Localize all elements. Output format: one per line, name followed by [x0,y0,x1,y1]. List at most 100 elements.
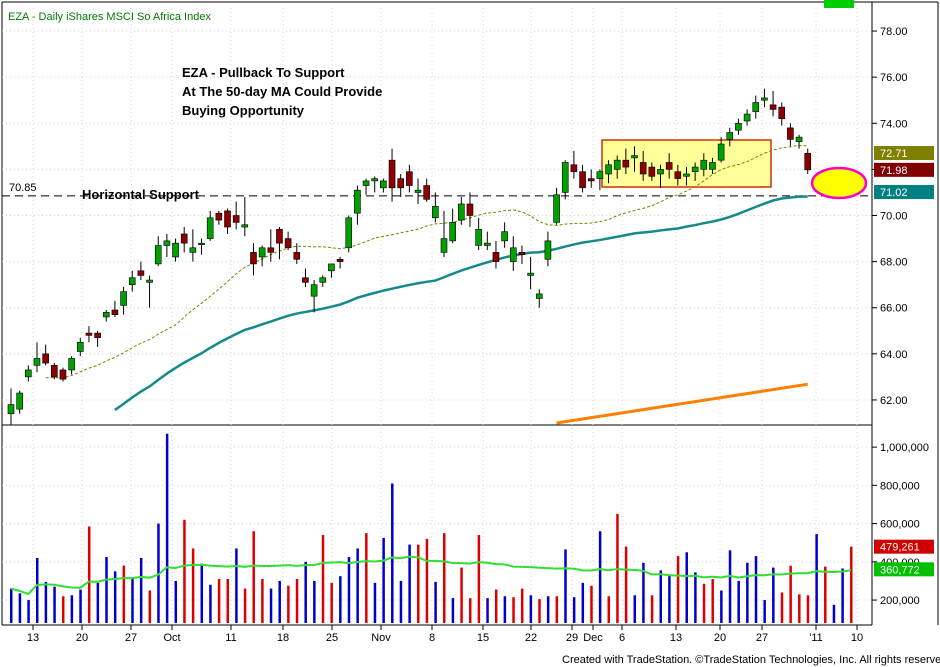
volume-bar [53,586,56,623]
candle [683,167,690,186]
candle [16,390,23,414]
candle [726,127,734,147]
volume-moving-average [10,555,852,596]
volume-bar [642,562,645,623]
volume-bar [512,597,515,623]
volume-bar [633,595,637,623]
volume-bar [148,590,152,623]
volume-bar [468,598,472,623]
volume-bar [191,548,195,623]
volume-bar [841,568,844,623]
annotation-line-3: Buying Opportunity [182,103,305,118]
candle [648,162,656,181]
candle [215,210,223,225]
volume-grid [2,446,872,601]
volume-bar [339,576,342,623]
candle [276,227,283,260]
candle [189,229,197,262]
volume-tick-label: 800,000 [880,480,920,492]
candle [717,137,725,163]
volume-bar [546,596,550,623]
volume-bar [243,588,247,623]
candle [570,150,578,179]
volume-bar [269,588,273,623]
candle [345,215,353,253]
volume-bar [321,535,325,623]
candle [146,275,153,308]
volume-bar [391,483,394,623]
candle [804,148,812,174]
candle [579,164,586,193]
candle [631,146,638,172]
price-badge: 71.98 [874,162,934,177]
volume-bar [694,572,697,623]
volume-bar [460,567,463,623]
volume-tick-label: 600,000 [880,519,920,531]
candle [163,233,171,257]
candle [518,245,526,264]
svg-text:71.98: 71.98 [880,165,908,177]
candle [232,201,240,230]
volume-bar [105,557,108,623]
volume-bar [18,593,22,623]
candle [432,192,439,223]
price-badges: 72.71 71.98 71.02 [874,146,934,199]
highlight-ellipse [810,166,868,200]
volume-bar [70,595,74,623]
footer-copyright: Created with TradeStation. ©TradeStation… [562,654,940,666]
candle [700,153,708,177]
volume-bar [772,567,775,623]
volume-bar [44,581,48,623]
volume-bar [79,589,82,623]
candle [50,363,58,380]
candle [622,148,630,174]
volume-bar [96,582,100,623]
candle [795,134,803,149]
candle [509,236,517,271]
candle [371,176,379,193]
candle [172,238,179,262]
volume-bar [659,570,662,623]
candle [241,197,249,237]
volume-bar [815,534,818,623]
volume-bar [598,531,602,623]
candle [137,261,145,281]
price-grid [2,30,872,401]
volume-bar [832,604,836,623]
volume-bar [668,575,671,623]
candle [596,169,604,191]
volume-bar [711,579,714,623]
candle [267,229,275,262]
price-tick-label: 70.00 [880,211,908,223]
candle [466,192,474,228]
candle [68,356,75,375]
volume-bar [564,549,567,623]
volume-bar [113,571,117,623]
date-tick-label: 20 [714,632,726,644]
candlesticks [7,88,812,426]
candle [284,231,292,251]
volume-bar [252,531,255,623]
volume-tick-label: 1,000,000 [880,442,929,454]
volume-bar [139,558,143,623]
candle [198,238,205,255]
date-tick-label: Oct [163,632,180,644]
candle [336,257,344,269]
volume-bar [572,597,576,623]
candle [735,118,742,135]
support-label: Horizontal Support [82,187,200,202]
volume-bar [754,556,758,623]
candle [423,178,430,202]
candle [761,88,768,108]
candle [354,185,361,225]
annotation-line-2: At The 50-day MA Could Provide [182,84,382,99]
candle [258,245,266,267]
candle [319,275,327,287]
candle [657,164,664,188]
volume-bar [174,580,178,623]
volume-bar [313,580,316,623]
volume-bar [356,548,359,623]
date-tick-label: 15 [477,632,489,644]
volume-bar [35,558,39,623]
candle [59,367,67,382]
